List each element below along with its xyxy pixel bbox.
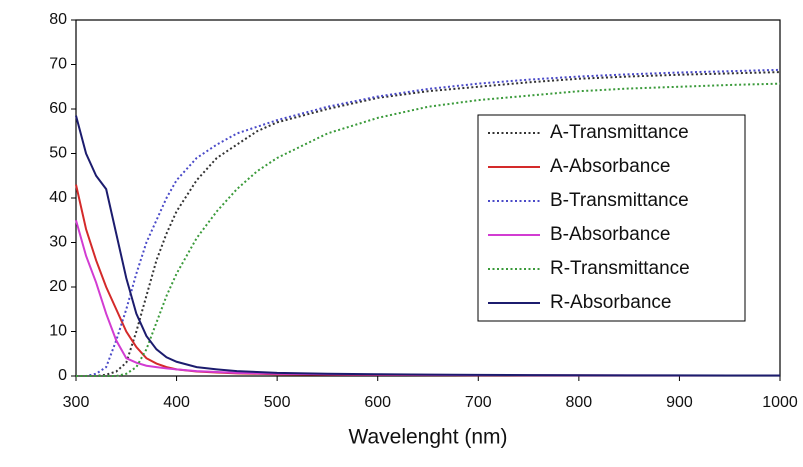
series-line — [76, 68, 781, 377]
y-tick-label: 50 — [49, 145, 67, 162]
x-tick-label: 700 — [465, 394, 492, 411]
legend-label: R-Transmittance — [550, 258, 690, 279]
y-tick-label: 80 — [49, 11, 67, 28]
y-tick-label: 10 — [49, 323, 67, 340]
legend-label: A-Absorbance — [550, 156, 670, 177]
legend-label: B-Transmittance — [550, 190, 689, 211]
x-tick-label: 500 — [264, 394, 291, 411]
x-tick-label: 900 — [666, 394, 693, 411]
series-line — [75, 115, 781, 377]
legend-box — [477, 114, 746, 322]
y-tick-label: 40 — [49, 189, 67, 206]
x-tick-label: 1000 — [762, 394, 798, 411]
y-tick-label: 70 — [49, 56, 67, 73]
y-tick-label: 30 — [49, 234, 67, 251]
y-tick-label: 0 — [58, 367, 67, 384]
y-tick-label: 20 — [49, 278, 67, 295]
x-tick-label: 800 — [566, 394, 593, 411]
legend-label: A-Transmittance — [550, 122, 689, 143]
x-tick-label: 400 — [163, 394, 190, 411]
series-line — [76, 82, 781, 377]
x-axis-title: Wavelenght (nm) — [348, 426, 507, 449]
y-tick-label: 60 — [49, 100, 67, 117]
legend-label: R-Absorbance — [550, 292, 671, 313]
series-line — [76, 71, 781, 377]
x-tick-label: 300 — [63, 394, 90, 411]
legend-label: B-Absorbance — [550, 224, 670, 245]
x-tick-label: 600 — [364, 394, 391, 411]
